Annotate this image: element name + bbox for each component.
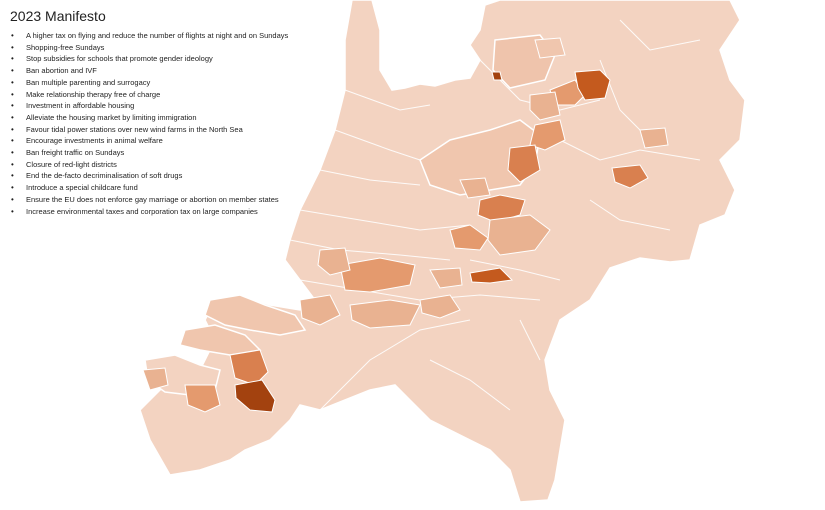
list-item: • Ensure the EU does not enforce gay marr… <box>11 194 279 204</box>
manifesto-panel: 2023 Manifesto • A higher tax on flying a… <box>10 8 330 217</box>
bullet-icon: • <box>11 77 14 87</box>
list-item: • Increase environmental taxes and corpor… <box>11 206 258 216</box>
bullet-icon: • <box>11 206 14 216</box>
bullet-icon: • <box>11 54 14 64</box>
bullet-icon: • <box>11 124 14 134</box>
bullet-icon: • <box>11 112 14 122</box>
country-outline <box>139 0 746 503</box>
list-item: • Encourage investments in animal welfare <box>11 136 163 146</box>
list-item: • Stop subsidies for schools that promote… <box>11 54 213 64</box>
list-item: • Favour tidal power stations over new wi… <box>11 124 243 134</box>
list-item: • Shopping-free Sundays <box>11 42 105 52</box>
list-item: • End the de-facto decriminalisation of s… <box>11 171 183 181</box>
list-item: • Make relationship therapy free of charg… <box>11 89 161 99</box>
bullet-icon: • <box>11 89 14 99</box>
list-item: • Closure of red-light districts <box>11 159 117 169</box>
list-item: • Investment in affordable housing <box>11 101 135 111</box>
bullet-icon: • <box>11 42 14 52</box>
bullet-icon: • <box>11 159 14 169</box>
bullet-icon: • <box>11 136 14 146</box>
list-item: • Alleviate the housing market by limitin… <box>11 112 197 122</box>
manifesto-list: • A higher tax on flying and reduce the n… <box>10 30 330 217</box>
choropleth-regions <box>142 37 669 413</box>
bullet-icon: • <box>11 101 14 111</box>
bullet-icon: • <box>11 148 14 158</box>
list-item: • A higher tax on flying and reduce the n… <box>11 31 289 40</box>
bullet-icon: • <box>11 183 14 193</box>
bullet-icon: • <box>11 31 14 40</box>
list-item: • Ban abortion and IVF <box>11 66 97 76</box>
bullet-icon: • <box>11 194 14 204</box>
bullet-icon: • <box>11 66 14 76</box>
bullet-icon: • <box>11 171 14 181</box>
list-item: • Introduce a special childcare fund <box>11 183 138 193</box>
manifesto-title: 2023 Manifesto <box>10 8 106 24</box>
list-item: • Ban multiple parenting and surrogacy <box>11 77 151 87</box>
list-item: • Ban freight traffic on Sundays <box>11 148 125 158</box>
